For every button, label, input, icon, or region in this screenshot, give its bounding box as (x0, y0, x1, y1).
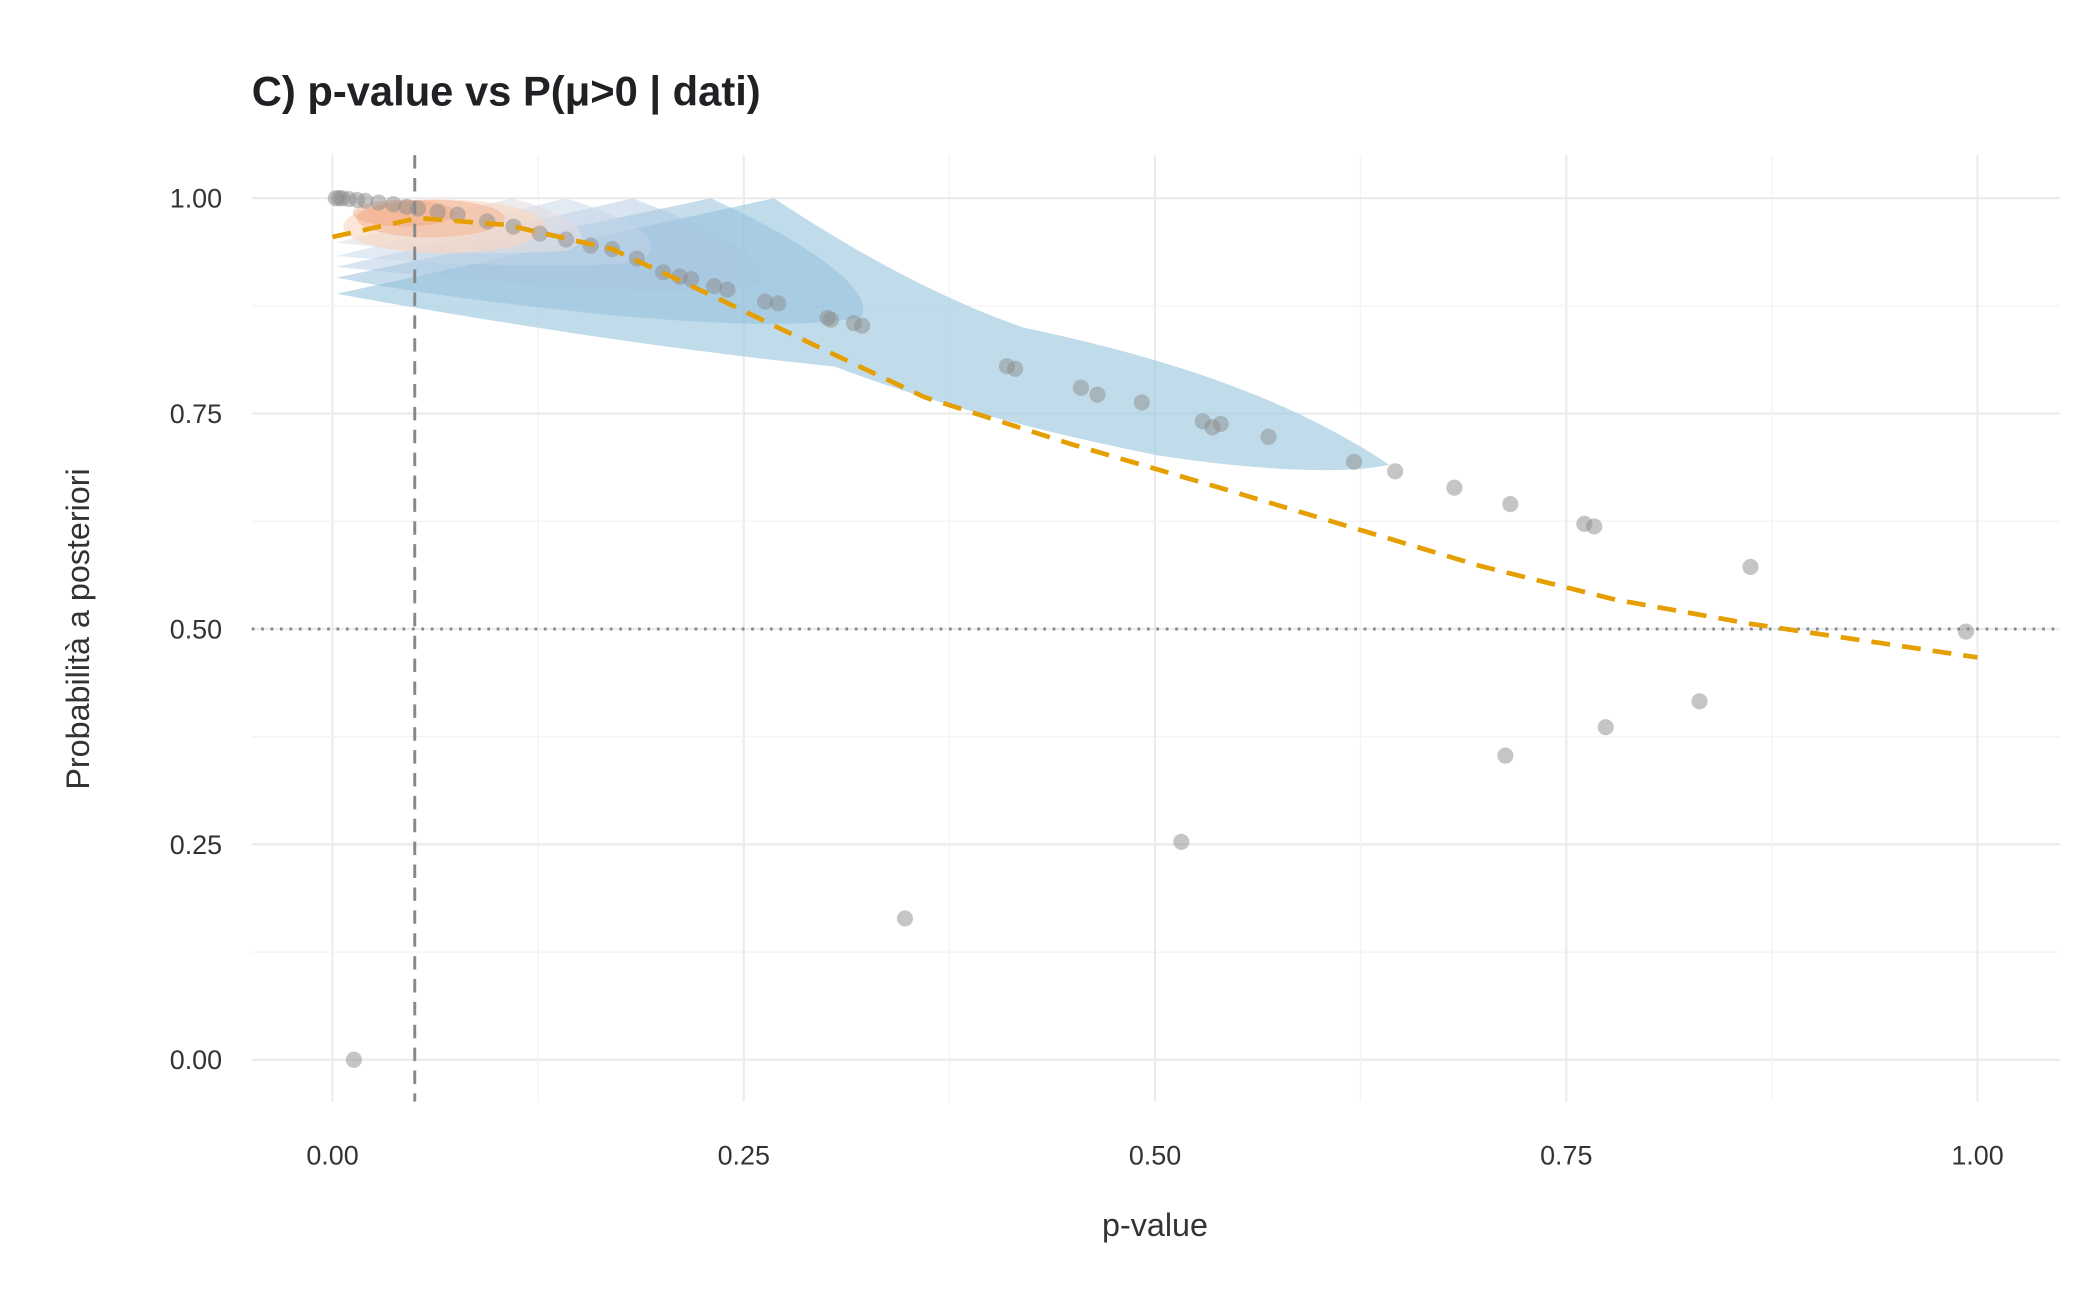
y-tick-label: 0.75 (170, 399, 222, 429)
x-tick-label: 0.25 (718, 1141, 770, 1171)
data-point (429, 203, 446, 221)
data-point (1586, 518, 1603, 535)
chart-title: C) p-value vs P(μ>0 | dati) (252, 67, 761, 115)
data-point (449, 206, 466, 223)
data-point (345, 1051, 362, 1068)
data-point (706, 278, 723, 295)
data-point (1345, 453, 1363, 470)
data-point (1072, 379, 1090, 396)
data-point (370, 194, 387, 211)
data-point (1260, 428, 1277, 445)
data-point (854, 317, 871, 334)
trend-line (331, 215, 1978, 660)
reference-lines (251, 155, 2060, 1102)
data-point (1691, 693, 1708, 710)
data-point (1742, 558, 1759, 576)
data-point (1173, 833, 1190, 850)
data-point (1007, 360, 1024, 377)
data-point (1957, 623, 1975, 640)
data-point (1387, 463, 1404, 480)
y-tick-label: 0.00 (170, 1045, 222, 1075)
x-tick-label: 0.00 (306, 1141, 358, 1171)
data-point (770, 295, 787, 312)
data-point (531, 225, 548, 242)
data-point (385, 196, 402, 213)
density-ribbons (336, 198, 1390, 471)
x-tick-label: 0.50 (1129, 1141, 1181, 1171)
data-point (683, 271, 700, 288)
x-tick-labels: 0.00 0.25 0.50 0.75 1.00 (306, 1141, 2003, 1171)
data-point (1502, 495, 1519, 513)
x-tick-label: 1.00 (1951, 1141, 2003, 1171)
data-point (1497, 747, 1514, 764)
y-axis-label: Probabilità a posteriori (60, 468, 96, 789)
data-point (1089, 386, 1106, 403)
data-point (719, 281, 736, 298)
x-axis-label: p-value (1102, 1207, 1208, 1243)
data-point (505, 218, 522, 235)
data-point (822, 311, 840, 328)
y-tick-label: 0.25 (170, 830, 222, 860)
data-point (357, 192, 374, 209)
data-point (1597, 719, 1614, 736)
data-point (1446, 479, 1463, 496)
x-tick-label: 0.75 (1540, 1141, 1592, 1171)
data-point (409, 200, 427, 217)
y-tick-label: 0.50 (170, 614, 222, 644)
data-point (1133, 394, 1150, 411)
data-points (327, 190, 1975, 1068)
y-tick-label: 1.00 (170, 184, 222, 214)
data-point (896, 910, 914, 927)
data-point (1212, 415, 1229, 433)
y-tick-labels: 0.00 0.25 0.50 0.75 1.00 (170, 184, 222, 1076)
data-point (757, 293, 774, 310)
